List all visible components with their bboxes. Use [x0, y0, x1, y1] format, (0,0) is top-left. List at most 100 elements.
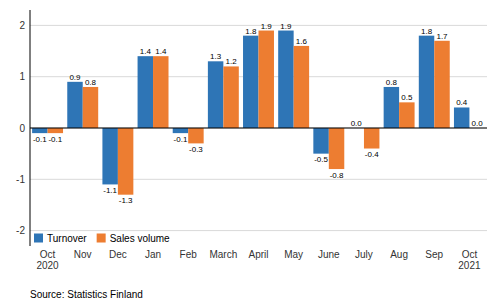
bar	[138, 56, 153, 128]
x-tick-label: July	[355, 249, 373, 260]
bar	[223, 66, 238, 128]
x-tick-label: Oct2021	[458, 249, 481, 271]
data-label: 1.4	[155, 47, 167, 56]
x-tick-label: April	[248, 249, 268, 260]
data-label: -0.1	[174, 135, 188, 144]
bar	[83, 87, 98, 128]
bar	[208, 61, 223, 128]
x-tick-line: June	[318, 249, 340, 260]
legend-label: Turnover	[47, 233, 87, 244]
x-tick-line: July	[355, 249, 373, 260]
bar	[48, 128, 63, 133]
data-label: -0.1	[48, 135, 62, 144]
x-tick-line: April	[248, 249, 268, 260]
x-tick-line: Oct	[40, 249, 56, 260]
x-tick-line: Nov	[74, 249, 92, 260]
x-tick-label: Aug	[390, 249, 408, 260]
x-tick-line: 2021	[458, 260, 481, 271]
bar	[313, 128, 328, 154]
bars	[32, 31, 469, 195]
data-label: 0.0	[351, 119, 363, 128]
x-tick-label: Nov	[74, 249, 92, 260]
bar	[364, 128, 379, 149]
data-label: -1.3	[119, 196, 133, 205]
x-tick-line: 2020	[36, 260, 59, 271]
grid-line	[30, 25, 487, 26]
bar	[102, 128, 117, 184]
data-label: -0.3	[189, 145, 203, 154]
data-label: 0.9	[69, 73, 81, 82]
data-labels: -0.1 0.9 -1.1 1.4 -0.1 1.3 1.8 1.9 -0.5 0.0 0.8 1.8…	[33, 22, 483, 206]
data-label: -0.8	[330, 171, 344, 180]
bar	[32, 128, 47, 133]
bar	[67, 82, 82, 128]
legend-label: Sales volume	[110, 233, 170, 244]
data-label: -1.1	[103, 186, 117, 195]
x-tick-label: June	[318, 249, 340, 260]
data-label: -0.5	[314, 155, 328, 164]
y-tick-label: 0	[19, 123, 25, 134]
x-tick-line: Sep	[425, 249, 443, 260]
x-tick-line: Feb	[180, 249, 198, 260]
chart: -2-1012-0.10.9-1.11.4-0.11.31.81.9-0.50.…	[0, 0, 493, 304]
bar	[173, 128, 188, 133]
bar	[399, 102, 414, 128]
data-label: 0.8	[386, 78, 398, 87]
bar	[384, 87, 399, 128]
legend-swatch	[97, 234, 106, 243]
data-label: -0.4	[365, 150, 379, 159]
bar	[419, 36, 434, 128]
legend-item: Sales volume	[97, 233, 170, 244]
bar	[188, 128, 203, 143]
annotation: Source: Statistics Finland	[30, 289, 143, 300]
bar	[153, 56, 168, 128]
bar	[278, 31, 293, 128]
y-tick-label: 2	[19, 20, 25, 31]
x-tick-line: Oct	[462, 249, 478, 260]
y-tick-label: 1	[19, 71, 25, 82]
x-tick-label: Jan	[145, 249, 161, 260]
data-label: 1.8	[245, 27, 257, 36]
data-label: 1.7	[436, 32, 448, 41]
x-tick-line: March	[209, 249, 237, 260]
x-tick-label: Oct2020	[36, 249, 59, 271]
x-tick-line: Aug	[390, 249, 408, 260]
data-label: 1.6	[296, 37, 308, 46]
bar	[294, 46, 309, 128]
zero-line	[30, 128, 487, 129]
x-tick-line: May	[284, 249, 303, 260]
data-label: 0.8	[85, 78, 97, 87]
data-label: 1.4	[140, 47, 152, 56]
bar	[259, 31, 274, 128]
x-tick-line: Dec	[109, 249, 127, 260]
data-label: 0.5	[401, 93, 413, 102]
data-label: -0.1	[33, 135, 47, 144]
legend: Turnover Sales volume	[34, 233, 170, 244]
grid-line	[30, 230, 487, 231]
data-label: 1.9	[280, 22, 292, 31]
x-tick-label: May	[284, 249, 303, 260]
bar	[454, 107, 469, 128]
x-tick-label: March	[209, 249, 237, 260]
bar	[434, 41, 449, 128]
grid	[30, 25, 487, 230]
y-axis	[30, 10, 31, 246]
data-label: 0.4	[456, 98, 468, 107]
bar	[118, 128, 133, 195]
data-label: 1.3	[210, 52, 222, 61]
y-tick-label: -1	[16, 174, 25, 185]
bar	[243, 36, 258, 128]
grid-line	[30, 179, 487, 180]
data-label: 1.2	[226, 57, 238, 66]
x-tick-line: Jan	[145, 249, 161, 260]
bar	[329, 128, 344, 169]
legend-swatch	[34, 234, 43, 243]
legend-item: Turnover	[34, 233, 87, 244]
grid-line	[30, 128, 487, 129]
x-tick-label: Feb	[180, 249, 198, 260]
data-label: 0.0	[472, 119, 484, 128]
x-tick-label: Sep	[425, 249, 443, 260]
data-label: 1.9	[261, 22, 273, 31]
x-tick-label: Dec	[109, 249, 127, 260]
data-label: 1.8	[421, 27, 433, 36]
